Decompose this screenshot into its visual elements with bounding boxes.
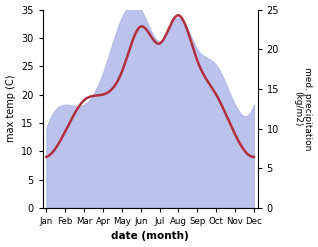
- X-axis label: date (month): date (month): [111, 231, 189, 242]
- Y-axis label: med. precipitation
(kg/m2): med. precipitation (kg/m2): [293, 67, 313, 150]
- Y-axis label: max temp (C): max temp (C): [5, 75, 16, 143]
